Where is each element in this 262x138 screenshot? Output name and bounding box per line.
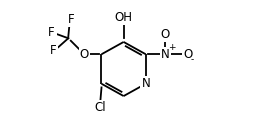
Text: O: O xyxy=(183,48,192,61)
Text: O: O xyxy=(161,28,170,41)
Text: F: F xyxy=(50,44,57,57)
Text: Cl: Cl xyxy=(95,101,106,114)
Text: F: F xyxy=(67,13,74,26)
Text: N: N xyxy=(161,48,170,61)
Text: OH: OH xyxy=(114,11,133,24)
Text: -: - xyxy=(191,55,194,64)
Text: N: N xyxy=(141,77,150,90)
Text: O: O xyxy=(80,48,89,61)
Text: +: + xyxy=(168,43,175,52)
Text: F: F xyxy=(48,26,54,39)
